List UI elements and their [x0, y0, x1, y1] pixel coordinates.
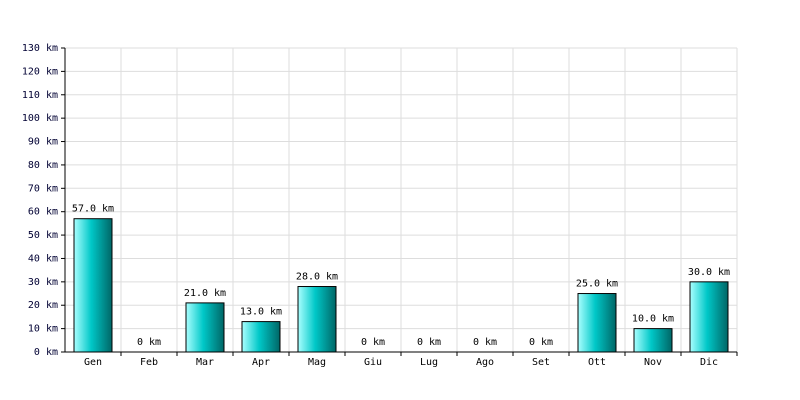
bar: [297, 286, 337, 353]
value-label: 30.0 km: [688, 267, 730, 278]
y-tick-label: 130 km: [22, 43, 58, 54]
y-tick-label: 120 km: [22, 66, 58, 77]
y-tick-label: 70 km: [28, 183, 58, 194]
value-label: 28.0 km: [296, 272, 338, 283]
y-tick-label: 60 km: [28, 207, 58, 218]
y-tick-label: 90 km: [28, 137, 58, 148]
value-label: 0 km: [473, 337, 497, 348]
x-tick-label: Mag: [308, 357, 326, 368]
bar: [633, 328, 673, 353]
value-label: 0 km: [361, 337, 385, 348]
y-tick-label: 40 km: [28, 253, 58, 264]
value-label: 0 km: [137, 337, 161, 348]
y-tick-label: 20 km: [28, 300, 58, 311]
bar: [185, 302, 225, 353]
value-label: 13.0 km: [240, 307, 282, 318]
value-label: 21.0 km: [184, 288, 226, 299]
bar: [577, 293, 617, 353]
x-tick-label: Dic: [700, 357, 718, 368]
x-tick-label: Ott: [588, 357, 606, 368]
x-tick-label: Set: [532, 357, 550, 368]
value-label: 57.0 km: [72, 204, 114, 215]
x-tick-label: Feb: [140, 357, 158, 368]
x-tick-label: Apr: [252, 357, 270, 368]
y-tick-label: 110 km: [22, 90, 58, 101]
x-tick-label: Nov: [644, 357, 662, 368]
value-label: 25.0 km: [576, 279, 618, 290]
y-tick-label: 0 km: [34, 347, 58, 358]
x-tick-label: Giu: [364, 357, 382, 368]
x-tick-label: Ago: [476, 357, 494, 368]
bar: [241, 321, 281, 353]
y-tick-label: 100 km: [22, 113, 58, 124]
y-tick-label: 30 km: [28, 277, 58, 288]
x-tick-label: Mar: [196, 357, 214, 368]
bar: [73, 218, 113, 353]
value-label: 0 km: [417, 337, 441, 348]
value-label: 0 km: [529, 337, 553, 348]
bar: [689, 281, 729, 353]
y-tick-label: 80 km: [28, 160, 58, 171]
x-tick-label: Gen: [84, 357, 102, 368]
x-tick-label: Lug: [420, 357, 438, 368]
value-label: 10.0 km: [632, 314, 674, 325]
y-tick-label: 10 km: [28, 324, 58, 335]
y-tick-label: 50 km: [28, 230, 58, 241]
